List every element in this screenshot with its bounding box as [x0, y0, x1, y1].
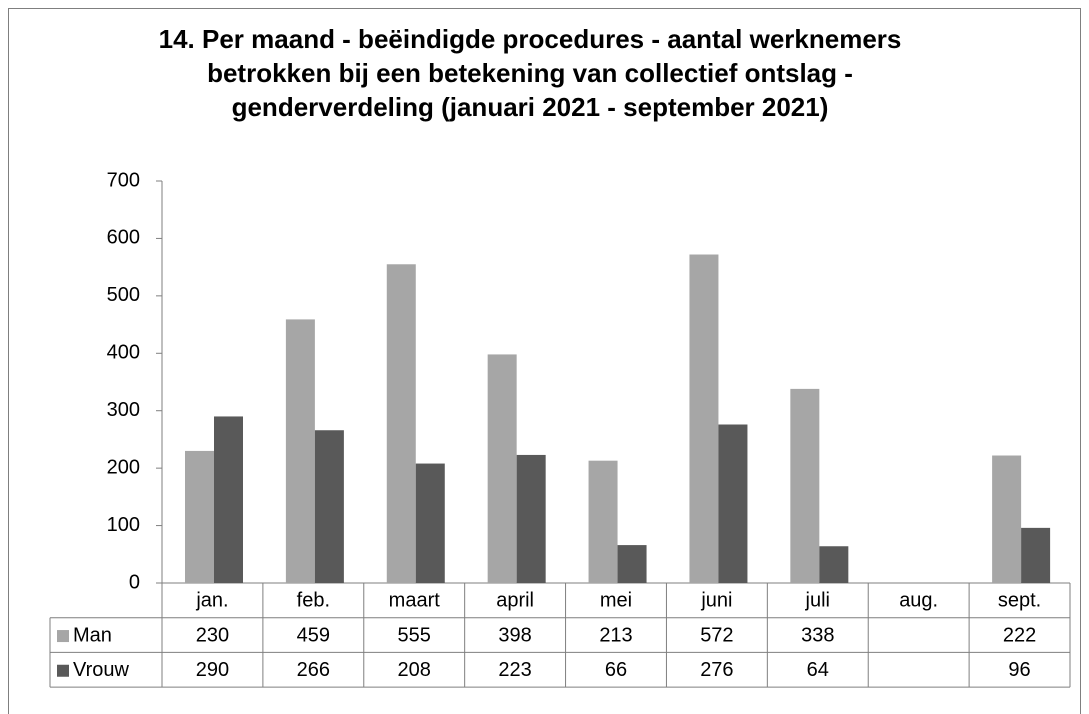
legend-key: [57, 630, 69, 643]
x-tick-label: sept.: [998, 590, 1041, 612]
y-tick-label: 600: [107, 227, 140, 249]
table-value: 222: [1003, 624, 1036, 646]
x-tick-label: juli: [805, 590, 830, 612]
table-value: 223: [498, 659, 531, 681]
x-tick-label: maart: [389, 590, 441, 612]
bar: [415, 463, 445, 583]
bar: [386, 264, 416, 583]
table-value: 213: [599, 624, 632, 646]
bar: [819, 546, 849, 583]
x-tick-label: juni: [700, 590, 732, 612]
y-tick-label: 500: [107, 284, 140, 306]
bar: [214, 416, 243, 583]
bar: [689, 254, 719, 583]
x-tick-label: feb.: [297, 590, 330, 612]
bar: [1021, 527, 1051, 583]
y-tick-label: 200: [107, 456, 140, 478]
bar: [992, 455, 1022, 583]
bar: [790, 388, 820, 583]
table-value: 290: [196, 659, 229, 681]
table-value: 266: [297, 659, 330, 681]
table-value: 398: [498, 624, 531, 646]
table-value: 459: [297, 624, 330, 646]
table-value: 230: [196, 624, 229, 646]
legend-label: Vrouw: [73, 659, 130, 681]
table-value: 208: [398, 659, 431, 681]
table-value: 64: [807, 659, 829, 681]
y-tick-label: 700: [107, 169, 140, 191]
table-value: 572: [700, 624, 733, 646]
chart-frame: [8, 8, 1081, 714]
bar: [487, 354, 517, 583]
bar: [185, 450, 214, 583]
y-tick-label: 400: [107, 342, 140, 364]
y-tick-label: 300: [107, 399, 140, 421]
table-value: 338: [801, 624, 834, 646]
bar: [516, 454, 546, 583]
bar: [285, 319, 315, 583]
x-tick-label: april: [496, 590, 534, 612]
table-value: 555: [398, 624, 431, 646]
bar: [718, 424, 748, 583]
legend-key: [57, 664, 69, 677]
chart-title: 14. Per maand - beëindigde procedures - …: [158, 24, 902, 122]
bar: [588, 460, 618, 583]
x-tick-label: jan.: [195, 590, 228, 612]
y-tick-label: 0: [129, 571, 140, 593]
legend-label: Man: [73, 624, 112, 646]
table-value: 66: [605, 659, 627, 681]
bar: [314, 430, 344, 583]
y-tick-label: 100: [107, 514, 140, 536]
x-tick-label: aug.: [899, 590, 938, 612]
bar: [617, 545, 647, 583]
table-value: 96: [1008, 659, 1030, 681]
table-value: 276: [700, 659, 733, 681]
x-tick-label: mei: [600, 590, 632, 612]
